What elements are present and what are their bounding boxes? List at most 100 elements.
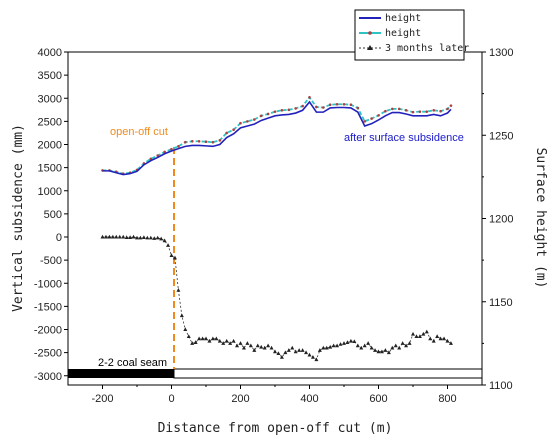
series-3-months-later-point xyxy=(445,338,450,343)
series-3-months-later-point xyxy=(310,355,315,359)
y-left-tick-label: -1500 xyxy=(34,301,62,313)
series-3-months-later-point xyxy=(348,338,353,343)
series-3-months-later-point xyxy=(355,343,360,348)
series-3-months-later-point xyxy=(428,336,433,341)
series-3-months-later-point xyxy=(383,348,388,352)
series-height-after-point xyxy=(449,104,453,107)
series-3-months-later-point xyxy=(107,234,112,239)
x-tick-label: 800 xyxy=(438,393,456,405)
series-height-after-point xyxy=(287,108,291,112)
y-right-axis-ticks: 1100 1150 1200 1250 1300 xyxy=(482,47,513,392)
series-3-months-later-point xyxy=(131,234,136,239)
y-left-tick-label: 2000 xyxy=(38,140,62,152)
y-left-tick-label: -2500 xyxy=(34,348,62,360)
series-height-after-point xyxy=(273,110,277,113)
series-height-after-point xyxy=(384,109,387,113)
series-3-months-later-point xyxy=(290,345,295,350)
series-3-months-later-point xyxy=(145,235,150,240)
series-height-after-point xyxy=(308,96,311,99)
series-3-months-later-point xyxy=(103,234,108,239)
coal-seam-label: 2-2 coal seam xyxy=(98,357,167,369)
series-height-after-point xyxy=(253,118,256,121)
y-right-tick-label: 1200 xyxy=(489,214,513,226)
y-left-tick-label: 1500 xyxy=(38,163,62,175)
y-right-tick-label: 1150 xyxy=(489,297,513,309)
y-right-tick-label: 1100 xyxy=(489,380,513,392)
y-right-tick-label: 1300 xyxy=(489,47,513,59)
series-3-months-later-point xyxy=(100,234,105,239)
x-tick-label: 200 xyxy=(231,393,249,405)
series-height-after-point xyxy=(184,140,187,144)
y-left-tick-label: 500 xyxy=(44,209,62,221)
y-left-tick-label: 0 xyxy=(56,232,62,244)
y-left-tick-label: 1000 xyxy=(38,186,62,198)
series-height-after-point xyxy=(246,120,249,123)
series-3-months-later-point xyxy=(269,345,274,350)
series-3-months-later-point xyxy=(335,343,340,348)
series-3-months-later-point xyxy=(128,235,133,239)
series-3-months-later-point xyxy=(135,235,139,240)
y-left-axis-title: Vertical subsidence (mm) xyxy=(11,124,26,312)
series-3-months-later-point xyxy=(397,345,402,350)
series-3-months-later-point xyxy=(207,338,212,343)
series-height-after-point xyxy=(335,102,339,106)
series-3-months-later-point xyxy=(193,340,198,344)
x-axis-ticks: -200 0 200 400 600 800 xyxy=(91,385,457,405)
series-3-months-later-point xyxy=(321,345,326,350)
series-3-months-later-point xyxy=(214,336,219,341)
series-3-months-later-point xyxy=(197,336,202,341)
series-height-after-point xyxy=(301,104,304,108)
series-height-after-point xyxy=(397,107,401,111)
series-3-months-later-point xyxy=(366,341,371,345)
series-3-months-later-point xyxy=(338,342,343,346)
series-3-months-later-point xyxy=(266,343,271,348)
series-height-after-point xyxy=(363,120,367,123)
series-height-after-point xyxy=(170,147,173,151)
series-3-months-later-point xyxy=(231,338,236,343)
series-3-months-later-point xyxy=(217,338,222,343)
series-3-months-later-point xyxy=(155,235,160,240)
series-3-months-later-line xyxy=(102,236,452,361)
series-3-months-later-point xyxy=(435,334,440,338)
series-3-months-later-point xyxy=(293,349,298,354)
series-height-after-point xyxy=(349,103,353,107)
series-3-months-later-point xyxy=(362,343,367,348)
series-height-after-point xyxy=(204,140,208,144)
series-3-months-later-point xyxy=(114,234,119,239)
y-left-tick-label: 2500 xyxy=(38,116,62,128)
series-height-after-point xyxy=(356,106,360,110)
series-3-months-later-point xyxy=(276,351,281,356)
series-3-months-later-point xyxy=(373,348,378,352)
legend-label-height-1: height xyxy=(385,13,421,24)
series-3-months-later-point xyxy=(352,339,357,344)
legend-marker-height-2 xyxy=(368,31,372,35)
series-height-after-point xyxy=(315,105,318,109)
y-left-tick-label: -500 xyxy=(40,255,62,267)
series-height-after-point xyxy=(232,128,235,131)
series-3-months-later-point xyxy=(138,235,143,240)
y-left-tick-label: 3500 xyxy=(38,70,62,82)
series-3-months-later-point xyxy=(286,348,291,352)
series-3-months-later-point xyxy=(283,350,288,355)
series-height-after-point xyxy=(446,107,449,111)
series-3-months-later-point xyxy=(121,234,126,239)
y-left-tick-label: -2000 xyxy=(34,325,62,337)
series-3-months-later-point xyxy=(152,236,157,240)
y-right-tick-label: 1250 xyxy=(489,130,513,142)
series-height-after-point xyxy=(280,108,284,112)
series-height-after-point xyxy=(418,110,422,113)
series-3-months-later-point xyxy=(411,331,415,336)
series-3-months-later-point xyxy=(255,343,260,348)
legend-marker-3-months-later xyxy=(367,45,373,50)
series-3-months-later-point xyxy=(110,234,115,239)
series-3-months-later-point xyxy=(241,345,246,350)
series-height-line xyxy=(102,100,452,176)
x-axis-title: Distance from open-off cut (m) xyxy=(158,421,393,436)
series-3-months-later-point xyxy=(221,341,226,345)
series-3-months-later-point xyxy=(224,338,229,343)
series-3-months-later-point xyxy=(342,341,346,345)
x-tick-label: -200 xyxy=(91,393,113,405)
series-height-after-point xyxy=(391,107,394,111)
series-height-after-point xyxy=(218,139,222,142)
series-3-months-later-point xyxy=(379,349,384,354)
